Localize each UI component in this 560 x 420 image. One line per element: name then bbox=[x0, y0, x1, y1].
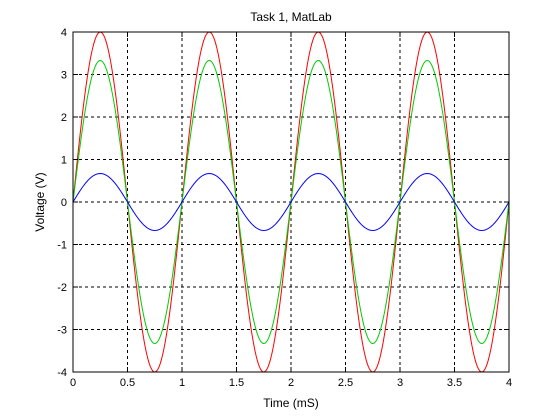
y-tick-label: 2 bbox=[61, 112, 67, 124]
x-tick-label: 2.5 bbox=[338, 377, 353, 389]
y-tick-label: 0 bbox=[61, 197, 67, 209]
ticks: 0 0.5 1 1.5 2 2.5 3 3.5 4 -4 -3 -2 -1 0 1 2 3 4 bbox=[57, 27, 512, 389]
y-tick-label: 3 bbox=[61, 70, 67, 82]
y-tick-label: 4 bbox=[61, 27, 67, 39]
x-tick-label: 3.5 bbox=[447, 377, 462, 389]
chart-title: Task 1, MatLab bbox=[250, 10, 332, 24]
x-tick-label: 1 bbox=[179, 377, 185, 389]
y-tick-label: -2 bbox=[57, 282, 67, 294]
y-axis-label: Voltage (V) bbox=[33, 172, 47, 231]
x-tick-label: 4 bbox=[506, 377, 512, 389]
y-tick-label: -4 bbox=[57, 367, 67, 379]
y-tick-label: 1 bbox=[61, 155, 67, 167]
series-line-3 bbox=[72, 173, 510, 231]
x-tick-label: 2 bbox=[288, 377, 294, 389]
x-tick-label: 0 bbox=[70, 377, 76, 389]
x-tick-label: 3 bbox=[397, 377, 403, 389]
series-layer bbox=[72, 31, 510, 373]
x-tick-label: 0.5 bbox=[120, 377, 135, 389]
y-tick-label: -1 bbox=[57, 240, 67, 252]
x-axis-label: Time (mS) bbox=[263, 396, 319, 410]
x-tick-label: 1.5 bbox=[229, 377, 244, 389]
y-tick-label: -3 bbox=[57, 325, 67, 337]
